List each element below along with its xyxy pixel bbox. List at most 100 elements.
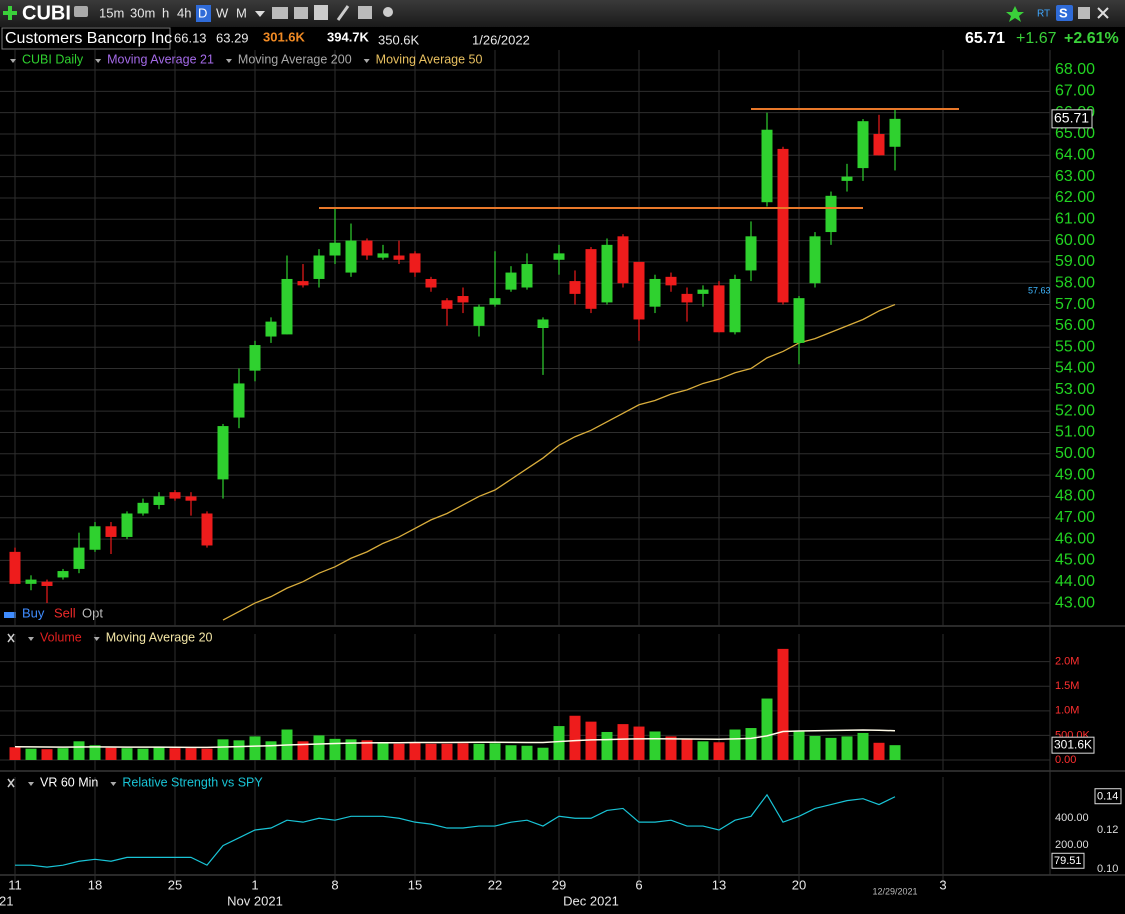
- candle-body: [681, 293, 693, 303]
- volume-bar: [521, 745, 533, 760]
- y-tick-label: 0.10: [1097, 863, 1118, 875]
- volume-bar: [169, 748, 181, 760]
- candle-body: [441, 300, 453, 309]
- y-tick-label: 53.00: [1055, 381, 1095, 398]
- icon[interactable]: [383, 7, 393, 17]
- buy-button[interactable]: Buy: [22, 605, 45, 620]
- company-name: Customers Bancorp Inc: [5, 30, 172, 47]
- dropdown[interactable]: [255, 11, 265, 17]
- timeframe-selected: [196, 5, 211, 22]
- candle-body: [329, 242, 341, 256]
- cursor-date: 12/29/2021: [872, 886, 917, 896]
- order-icon[interactable]: [4, 612, 16, 618]
- candle-body: [313, 255, 325, 279]
- candle-body: [265, 321, 277, 337]
- legend-entry[interactable]: Moving Average 21: [107, 52, 214, 66]
- candle-body: [25, 579, 37, 584]
- x-tick-label: 29: [552, 877, 566, 892]
- ma-last-label: 57.63: [1028, 285, 1051, 295]
- volume-bar: [537, 747, 549, 760]
- month-label: 2021: [0, 893, 13, 908]
- volume-bar: [153, 747, 165, 760]
- icon[interactable]: [1078, 7, 1090, 19]
- icon[interactable]: [74, 6, 88, 17]
- badge[interactable]: RT: [1037, 9, 1050, 20]
- legend-entry[interactable]: Moving Average 200: [238, 52, 352, 66]
- timeframe[interactable]: 30m: [130, 5, 155, 20]
- icon[interactable]: [336, 5, 350, 21]
- volume-bar: [585, 721, 597, 760]
- timeframe[interactable]: 15m: [99, 5, 124, 20]
- legend-arrow: [225, 59, 232, 63]
- y-tick-label: 60.00: [1055, 232, 1095, 249]
- volume-bar: [201, 748, 213, 760]
- quote-avg-volume: 394.7K: [327, 29, 370, 44]
- timeframe[interactable]: M: [236, 5, 247, 20]
- symbol[interactable]: CUBI: [22, 2, 71, 24]
- volume-bar: [73, 741, 85, 760]
- legend-entry[interactable]: Volume: [40, 630, 82, 644]
- candle-body: [569, 281, 581, 294]
- candle-body: [345, 240, 357, 273]
- candle-body: [793, 298, 805, 343]
- candle-body: [537, 319, 549, 329]
- badge[interactable]: S: [1059, 5, 1068, 20]
- x-tick-label: 18: [88, 877, 102, 892]
- timeframe[interactable]: 4h: [177, 5, 191, 20]
- candle-body: [633, 261, 645, 320]
- candle-body: [729, 278, 741, 333]
- y2-tick-label: 200.00: [1055, 839, 1089, 851]
- y-tick-label: 0.00: [1055, 754, 1076, 766]
- timeframe[interactable]: D: [198, 5, 207, 20]
- sell-button[interactable]: Sell: [54, 605, 76, 620]
- icon[interactable]: [314, 5, 328, 20]
- icon[interactable]: [294, 7, 308, 19]
- close-pane[interactable]: [7, 778, 15, 788]
- legend-entry[interactable]: Relative Strength vs SPY: [122, 775, 263, 789]
- star-icon[interactable]: [1006, 6, 1024, 22]
- candle-body: [185, 496, 197, 501]
- candle-body: [217, 426, 229, 480]
- x-tick-label: 22: [488, 877, 502, 892]
- badge-box: [1056, 5, 1073, 21]
- close-pane[interactable]: [7, 633, 15, 643]
- volume-bar: [809, 735, 821, 760]
- candle-body: [393, 255, 405, 260]
- icon[interactable]: [358, 6, 372, 19]
- candle-body: [473, 306, 485, 326]
- timeframe[interactable]: W: [216, 5, 229, 20]
- quote-last: 65.71: [965, 30, 1005, 47]
- close-icon[interactable]: [1097, 7, 1109, 19]
- candle-body: [169, 492, 181, 499]
- quote-low: 63.29: [216, 30, 249, 45]
- volume-bar: [57, 748, 69, 760]
- candle-body: [553, 253, 565, 260]
- quote-date: 1/26/2022: [472, 32, 530, 47]
- y-tick-label: 50.00: [1055, 445, 1095, 462]
- volume-bar: [889, 745, 901, 760]
- y-tick-label: 67.00: [1055, 83, 1095, 100]
- icon[interactable]: [272, 7, 288, 19]
- y-tick-label: 49.00: [1055, 466, 1095, 483]
- candle-body: [761, 129, 773, 203]
- legend-entry[interactable]: Moving Average 20: [106, 630, 213, 644]
- month-label: Dec 2021: [563, 893, 619, 908]
- legend-entry[interactable]: CUBI Daily: [22, 52, 84, 66]
- volume-bar: [729, 729, 741, 760]
- y-tick-label: 61.00: [1055, 210, 1095, 227]
- add-icon[interactable]: [3, 6, 17, 20]
- candle-body: [297, 281, 309, 286]
- timeframe[interactable]: h: [162, 5, 169, 20]
- legend-entry[interactable]: Moving Average 50: [376, 52, 483, 66]
- volume-bar: [41, 749, 53, 760]
- month-label: Nov 2021: [227, 893, 283, 908]
- volume-bar: [633, 726, 645, 760]
- candle-body: [41, 581, 53, 586]
- legend-entry[interactable]: VR 60 Min: [40, 775, 98, 789]
- x-tick-label: 11: [8, 877, 22, 892]
- volume-bar: [425, 743, 437, 760]
- y-tick-label: 46.00: [1055, 530, 1095, 547]
- volume-bar: [393, 743, 405, 760]
- quote-change-pct: +2.61%: [1064, 30, 1119, 47]
- opt-button[interactable]: Opt: [82, 605, 103, 620]
